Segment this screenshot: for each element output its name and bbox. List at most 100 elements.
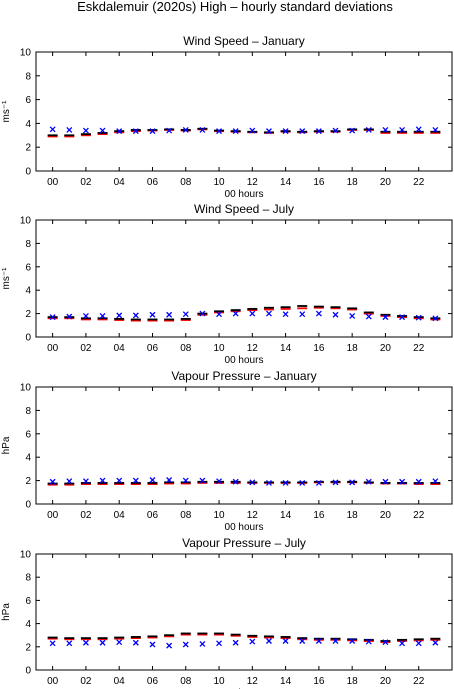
y-tick-label: 10 xyxy=(20,48,32,59)
data-point-x xyxy=(82,639,89,646)
x-stroke xyxy=(116,128,123,135)
x-stroke xyxy=(132,312,139,319)
x-stroke xyxy=(216,478,222,485)
x-tick-label: 16 xyxy=(313,510,325,521)
x-stroke xyxy=(149,311,156,318)
x-stroke xyxy=(349,479,356,486)
x-axis-label: 00 hours xyxy=(225,355,264,366)
x-tick-label: 10 xyxy=(213,676,225,687)
y-tick-label: 0 xyxy=(25,167,31,178)
x-stroke xyxy=(49,126,56,133)
x-stroke xyxy=(282,638,289,644)
x-stroke xyxy=(266,479,272,486)
data-point-x xyxy=(266,128,272,135)
x-stroke xyxy=(49,478,56,485)
data-point-x xyxy=(315,310,322,317)
data-point-x xyxy=(415,478,422,485)
x-stroke xyxy=(132,477,139,484)
data-point-x xyxy=(149,477,156,483)
x-tick-label: 00 xyxy=(47,510,59,521)
panel-title: Vapour Pressure – July xyxy=(182,536,306,550)
data-point-x xyxy=(382,314,389,321)
data-point-x xyxy=(232,478,239,485)
x-stroke xyxy=(232,478,239,485)
data-point-x xyxy=(315,128,322,135)
y-tick-label: 6 xyxy=(25,429,31,440)
data-point-x xyxy=(166,642,173,649)
x-stroke xyxy=(365,638,372,645)
data-point-x xyxy=(232,310,239,317)
x-stroke xyxy=(166,311,173,318)
x-stroke xyxy=(249,127,256,134)
x-tick-label: 16 xyxy=(313,676,325,687)
series-2 xyxy=(47,305,441,321)
x-stroke xyxy=(116,639,123,646)
x-stroke xyxy=(349,312,356,319)
x-stroke xyxy=(399,640,406,647)
x-tick-label: 14 xyxy=(280,343,292,354)
data-point-x xyxy=(315,479,322,486)
x-stroke xyxy=(382,639,389,646)
x-tick-label: 10 xyxy=(213,343,225,354)
x-stroke xyxy=(216,311,222,318)
x-stroke xyxy=(66,126,73,133)
x-tick-label: 20 xyxy=(380,177,392,188)
data-point-x xyxy=(132,477,139,484)
data-point-x xyxy=(149,128,156,135)
data-point-x xyxy=(382,639,389,646)
x-tick-label: 04 xyxy=(114,676,126,687)
y-tick-label: 2 xyxy=(25,476,31,487)
data-point-x xyxy=(66,126,73,133)
data-point-x xyxy=(132,639,139,646)
y-tick-label: 4 xyxy=(25,619,31,630)
data-point-x xyxy=(99,312,106,319)
x-stroke xyxy=(82,312,89,319)
data-point-x xyxy=(99,639,106,646)
data-point-x xyxy=(199,126,206,133)
y-tick-label: 8 xyxy=(25,406,31,417)
x-stroke xyxy=(49,314,56,321)
x-stroke xyxy=(315,638,322,644)
x-stroke xyxy=(232,128,239,135)
data-point-x xyxy=(182,126,189,133)
x-stroke xyxy=(332,311,339,318)
data-point-x xyxy=(199,310,206,317)
x-stroke xyxy=(365,478,372,485)
x-tick-label: 20 xyxy=(380,510,392,521)
x-stroke xyxy=(266,128,272,135)
x-stroke xyxy=(415,640,422,647)
x-axis-label: 00 hours xyxy=(225,189,264,200)
x-stroke xyxy=(166,477,173,483)
y-tick-label: 8 xyxy=(25,239,31,250)
panel-title: Vapour Pressure – January xyxy=(171,369,316,383)
data-point-x xyxy=(199,477,206,484)
data-point-x xyxy=(432,478,439,485)
data-point-x xyxy=(99,127,106,134)
y-tick-label: 6 xyxy=(25,95,31,106)
data-point-x xyxy=(216,311,222,318)
x-tick-label: 20 xyxy=(380,676,392,687)
x-tick-label: 14 xyxy=(280,510,292,521)
x-stroke xyxy=(199,310,206,317)
data-point-x xyxy=(116,477,123,484)
data-point-x xyxy=(299,311,306,318)
x-stroke xyxy=(415,126,422,133)
data-point-x xyxy=(166,477,173,483)
x-tick-label: 12 xyxy=(247,676,259,687)
y-axis-label: ms⁻¹ xyxy=(1,267,12,290)
x-stroke xyxy=(299,638,306,644)
data-point-x xyxy=(49,126,56,133)
y-tick-label: 6 xyxy=(25,262,31,273)
x-stroke xyxy=(349,127,356,134)
data-point-x xyxy=(82,127,89,134)
x-tick-label: 00 xyxy=(47,676,59,687)
x-stroke xyxy=(432,639,439,646)
y-tick-label: 4 xyxy=(25,286,31,297)
x-tick-label: 22 xyxy=(413,510,425,521)
x-tick-label: 10 xyxy=(213,177,225,188)
x-tick-label: 18 xyxy=(347,177,359,188)
x-stroke xyxy=(399,126,406,133)
